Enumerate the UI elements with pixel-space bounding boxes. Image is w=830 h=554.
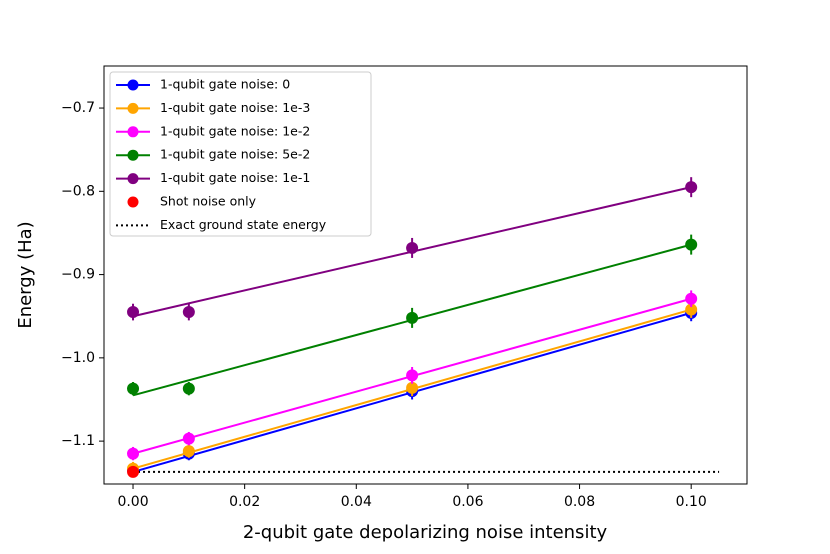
legend-marker: [127, 173, 139, 185]
x-tick-label: 0.00: [117, 494, 148, 510]
point: [182, 445, 195, 458]
legend-marker: [127, 126, 139, 138]
legend-marker: [127, 149, 139, 161]
y-tick-label: −0.7: [61, 100, 95, 116]
plot-frame: [103, 65, 748, 485]
point: [685, 292, 698, 305]
legend-label: Exact ground state energy: [160, 217, 327, 232]
point: [406, 311, 419, 324]
legend-label: Shot noise only: [160, 194, 257, 209]
legend-marker: [127, 196, 139, 208]
point: [406, 241, 419, 254]
point: [182, 432, 195, 445]
x-tick-label: 0.10: [676, 494, 707, 510]
x-tick-label: 0.06: [452, 494, 483, 510]
point: [127, 306, 140, 319]
shot-noise-point: [127, 465, 140, 478]
legend-marker: [127, 102, 139, 114]
legend-label: 1-qubit gate noise: 0: [160, 77, 290, 92]
legend-marker: [127, 79, 139, 91]
y-tick-label: −0.9: [61, 267, 95, 283]
x-axis-label: 2-qubit gate depolarizing noise intensit…: [243, 522, 608, 543]
point: [182, 306, 195, 319]
legend-label: 1-qubit gate noise: 1e-2: [160, 123, 310, 138]
y-tick-label: −1.0: [61, 350, 95, 366]
x-tick-label: 0.02: [229, 494, 260, 510]
legend-label: 1-qubit gate noise: 1e-1: [160, 170, 310, 185]
legend-label: 1-qubit gate noise: 5e-2: [160, 147, 310, 162]
legend-box: [109, 71, 372, 237]
legend-label: 1-qubit gate noise: 1e-3: [160, 100, 310, 115]
point: [182, 382, 195, 395]
point: [685, 238, 698, 251]
y-axis-label: Energy (Ha): [15, 221, 36, 328]
x-tick-label: 0.04: [341, 494, 372, 510]
point: [406, 369, 419, 382]
point: [127, 447, 140, 460]
point: [685, 303, 698, 316]
y-tick-label: −0.8: [61, 183, 95, 199]
point: [127, 382, 140, 395]
point: [685, 181, 698, 194]
x-tick-label: 0.08: [564, 494, 595, 510]
point: [406, 381, 419, 394]
y-tick-label: −1.1: [61, 433, 95, 449]
